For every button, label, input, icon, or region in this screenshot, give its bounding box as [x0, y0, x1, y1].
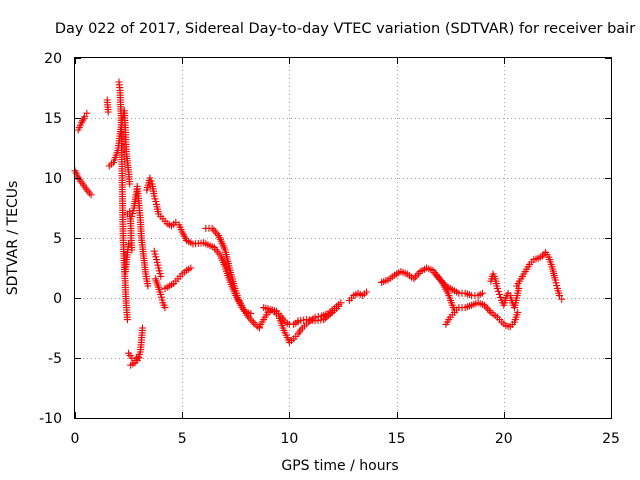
chart-title: Day 022 of 2017, Sidereal Day-to-day VTE…	[55, 21, 635, 37]
data-point	[157, 272, 165, 280]
axis-ticks: 0 5 10 15 20 25 -10 -5 0 5 10 15 20	[39, 51, 620, 447]
data-point	[493, 284, 501, 292]
data-point	[86, 189, 93, 197]
data-point	[187, 264, 195, 272]
data-point	[210, 226, 218, 234]
data-point	[211, 228, 219, 236]
data-point	[363, 288, 371, 296]
data-point	[320, 316, 328, 324]
data-point	[250, 319, 257, 327]
data-point	[144, 282, 152, 290]
data-point	[321, 314, 329, 322]
x-tick-label: 0	[71, 431, 80, 447]
x-tick-label: 20	[495, 431, 513, 447]
data-point	[337, 299, 345, 307]
data-point	[556, 292, 563, 300]
data-point	[335, 302, 343, 310]
data-point	[124, 316, 131, 324]
y-tick-label: -5	[48, 351, 62, 367]
data-point	[135, 354, 143, 362]
grid-layer	[75, 58, 611, 418]
data-point	[121, 268, 129, 276]
x-axis-label: GPS time / hours	[281, 458, 398, 474]
y-tick-label: 10	[44, 171, 62, 187]
y-tick-label: 5	[53, 231, 62, 247]
data-point	[323, 313, 331, 321]
y-tick-label: -10	[39, 411, 62, 427]
data-point	[128, 246, 136, 254]
data-point	[484, 305, 492, 313]
x-tick-label: 25	[602, 431, 620, 447]
data-point	[514, 308, 522, 316]
data-point	[139, 324, 146, 332]
data-point	[485, 307, 493, 315]
y-tick-label: 20	[44, 51, 62, 67]
data-point	[496, 290, 503, 298]
data-point	[87, 191, 95, 199]
data-point	[478, 289, 486, 297]
data-points	[71, 78, 566, 369]
data-point	[558, 295, 566, 303]
data-point	[83, 109, 91, 117]
data-point	[497, 293, 505, 301]
data-point	[161, 304, 169, 312]
x-tick-label: 5	[178, 431, 187, 447]
data-point	[146, 174, 154, 182]
data-point	[126, 180, 134, 188]
x-tick-label: 10	[280, 431, 298, 447]
data-point	[147, 177, 155, 185]
data-point	[81, 113, 89, 121]
x-tick-label: 15	[388, 431, 406, 447]
data-point	[248, 317, 256, 325]
plot-frame	[74, 57, 612, 419]
data-point	[494, 287, 502, 295]
data-point	[104, 108, 112, 116]
data-point	[411, 273, 419, 281]
data-point	[247, 310, 255, 318]
data-point	[327, 310, 335, 318]
data-point	[208, 224, 216, 232]
y-tick-label: 0	[53, 291, 62, 307]
y-axis-label: SDTVAR / TECUs	[5, 181, 21, 296]
y-tick-label: 15	[44, 111, 62, 127]
